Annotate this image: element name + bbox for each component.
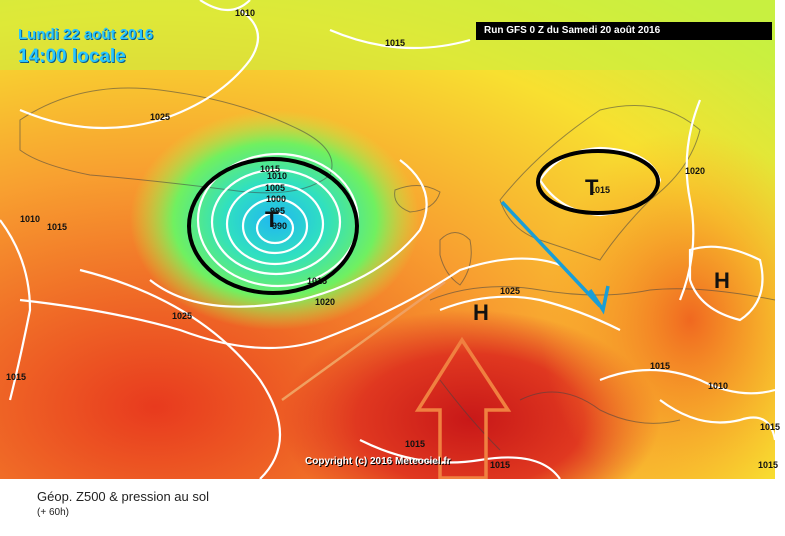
isobar-label: 1010	[235, 8, 255, 18]
isobar-label: 1025	[172, 311, 192, 321]
isobar-1025-north	[19, 9, 260, 130]
isobars	[0, 0, 777, 480]
isobar-ring	[210, 168, 342, 276]
z500-low-core	[130, 110, 420, 330]
legend-subtitle: (+ 60h)	[37, 507, 69, 518]
isobar-label: 1015	[760, 422, 780, 432]
pressure-centers: T T H H	[265, 175, 730, 325]
run-info: Run GFS 0 Z du Samedi 20 août 2016	[476, 22, 772, 40]
isobar-label: 1025	[150, 112, 170, 122]
isobar-labels: 1010101510251015101010051000995990101010…	[6, 8, 780, 470]
isobar-label: 1005	[265, 183, 285, 193]
isobar-label: 1010	[267, 171, 287, 181]
isobar-label: 1015	[385, 38, 405, 48]
high-center-france: H	[473, 300, 489, 325]
forecast-time: 14:00 locale	[18, 46, 126, 67]
isobar-label: 1010	[708, 381, 728, 391]
isobar-1010-east	[659, 399, 777, 441]
isobar-label: 1015	[47, 222, 67, 232]
legend-title: Géop. Z500 & pression au sol	[37, 489, 209, 504]
isobar-label: 1010	[20, 214, 40, 224]
low-center-scandinavia: T	[585, 175, 599, 200]
isobar-ring	[225, 182, 325, 266]
isobar-1010-north	[199, 0, 251, 12]
isobar-label: 1015	[6, 372, 26, 382]
low-circle-iceland	[187, 157, 359, 295]
isobar-label: 995	[270, 206, 285, 216]
scandinavia-coast	[499, 105, 701, 261]
orange-arrow	[414, 336, 512, 480]
isobar-ring	[241, 197, 309, 255]
coastlines	[19, 87, 776, 451]
isobar-1025	[19, 257, 561, 350]
isobar-label: 1015	[260, 164, 280, 174]
isobar-label: 1015	[590, 185, 610, 195]
isobar-1015-south	[359, 439, 561, 480]
z500-east-high	[540, 130, 785, 510]
isobar-ring	[255, 211, 295, 245]
isobar-label: 1000	[266, 194, 286, 204]
isobar-high-east	[688, 245, 764, 322]
isobar-1025-central	[439, 295, 621, 331]
isobar-1015-southeast	[599, 368, 776, 395]
blue-arrow	[500, 200, 610, 315]
low-center-iceland: T	[265, 207, 279, 232]
isobar-1015-west	[0, 219, 32, 401]
copyright-text: Copyright (c) 2016 Meteociel.fr	[305, 456, 451, 467]
isobar-label: 1015	[650, 361, 670, 371]
map-right-margin	[775, 0, 785, 479]
europe-coast	[429, 286, 776, 451]
isobar-label: 990	[272, 221, 287, 231]
low-circle-scandinavia	[536, 149, 660, 215]
forecast-date: Lundi 22 août 2016	[18, 26, 154, 43]
high-center-east: H	[714, 268, 730, 293]
orange-flow-line	[281, 280, 446, 402]
legend-footer: Géop. Z500 & pression au sol (+ 60h)	[0, 479, 785, 531]
isobar-label: 1025	[500, 286, 520, 296]
isobar-label: 1015	[405, 439, 425, 449]
isobar-1015-north	[329, 28, 471, 50]
isobar-1015-southwest	[79, 268, 281, 480]
iceland-coast	[394, 185, 441, 213]
isobar-label: 1020	[315, 297, 335, 307]
isobar-label: 1015	[758, 460, 778, 470]
isobar-1020	[149, 159, 428, 308]
isobar-label: 1020	[685, 166, 705, 176]
isobar-label: 1015	[490, 460, 510, 470]
